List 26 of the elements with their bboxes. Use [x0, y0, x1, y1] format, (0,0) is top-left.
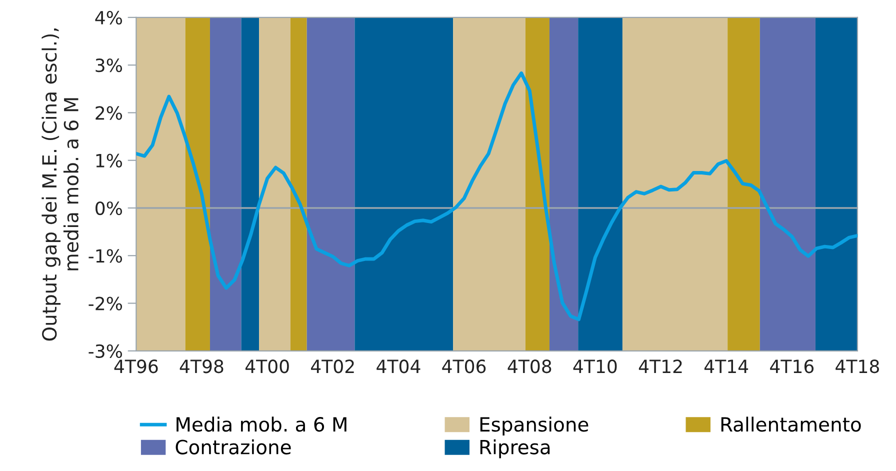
- x-tick-label: 4T06: [442, 360, 486, 374]
- legend-label: Contrazione: [176, 439, 291, 454]
- legend-label: Rallentamento: [721, 416, 861, 432]
- x-tick-label: 4T14: [704, 360, 748, 373]
- y-tick-label: 4%: [95, 10, 122, 25]
- y-tick-label: -3%: [88, 344, 122, 358]
- x-tick-label: 4T04: [376, 360, 420, 374]
- x-tick-label: 4T10: [573, 360, 617, 374]
- y-tick-label: -1%: [88, 249, 122, 263]
- x-tick-label: 4T12: [638, 360, 682, 373]
- legend-label: Ripresa: [480, 439, 550, 458]
- x-tick-label: 4T00: [245, 360, 289, 374]
- y-tick-label: 2%: [96, 106, 122, 120]
- x-tick-label: 4T02: [311, 360, 354, 374]
- y-axis-title: Output gap dei M.E. (Cina escl.), media mob. a 6 M: [42, 28, 79, 341]
- y-tick-label: 3%: [96, 58, 122, 72]
- y-tick-label: -2%: [88, 296, 122, 310]
- x-tick-label: 4T08: [508, 360, 552, 374]
- x-tick-label: 4T18: [836, 360, 879, 374]
- y-tick-label: 1%: [96, 154, 122, 168]
- legend-label: Media mob. a 6 M: [176, 416, 346, 432]
- x-tick-label: 4T16: [770, 360, 814, 374]
- x-tick-label: 4T98: [180, 360, 224, 374]
- y-tick-label: 0%: [96, 201, 122, 216]
- legend-label: Espansione: [480, 416, 588, 436]
- x-tick-label: 4T96: [114, 360, 158, 374]
